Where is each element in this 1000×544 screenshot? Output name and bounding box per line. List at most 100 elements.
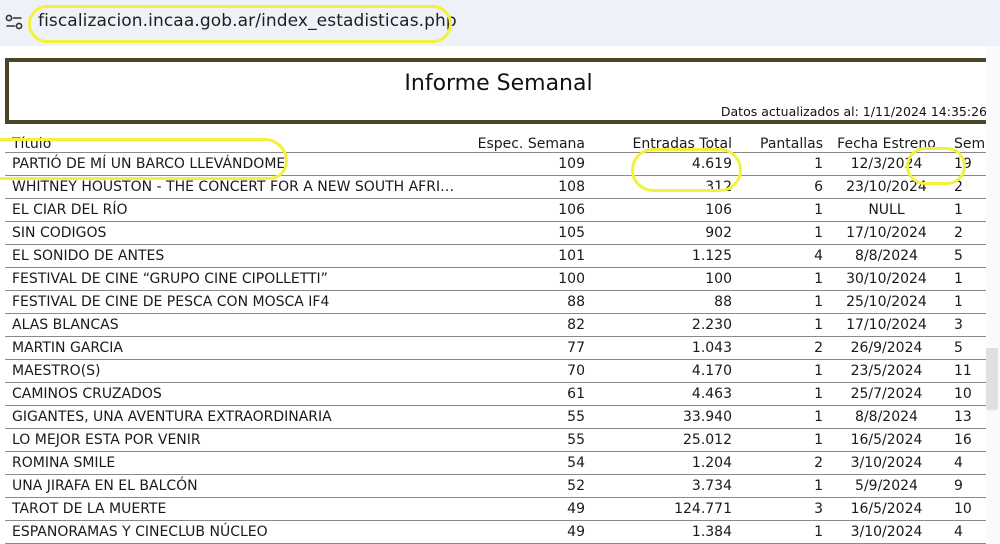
cell-fecha-estreno: 17/10/2024 [827,221,946,245]
cell-pantallas: 1 [736,382,827,406]
last-updated-text: Datos actualizados al: 1/11/2024 14:35:2… [720,104,987,119]
cell-entradas-total: 4.170 [589,359,736,383]
cell-entradas-total: 100 [589,267,736,291]
cell-pantallas: 1 [736,198,827,222]
cell-pantallas: 6 [736,175,827,199]
cell-spec-semana: 77 [459,336,589,360]
cell-pantallas: 1 [736,290,827,314]
cell-pantallas: 2 [736,336,827,360]
table-row: TAROT DE LA MUERTE 49 124.771 3 16/5/2024 10 [5,497,1000,521]
cell-spec-semana: 109 [459,152,589,176]
url-text[interactable]: fiscalizacion.incaa.gob.ar/index_estadis… [38,11,457,31]
cell-fecha-estreno: 3/10/2024 [827,520,946,544]
scrollbar-thumb[interactable] [986,348,998,410]
col-header-spec-semana: Espec. Semana [477,136,585,152]
cell-title: ALAS BLANCAS [5,313,459,337]
table-row: LO MEJOR ESTA POR VENIR 55 25.012 1 16/5/202… [5,428,1000,452]
cell-entradas-total: 124.771 [589,497,736,521]
cell-title: FESTIVAL DE CINE “GRUPO CINE CIPOLLETTI” [5,267,459,291]
cell-title: MAESTRO(S) [5,359,459,383]
table-row: MARTIN GARCIA 77 1.043 2 26/9/2024 5 [5,336,1000,360]
cell-fecha-estreno: 30/10/2024 [827,267,946,291]
cell-fecha-estreno: 8/8/2024 [827,244,946,268]
table-header-row: Título Espec. Semana Entradas Total Pant… [5,130,1000,153]
col-header-title: Título [12,136,52,152]
cell-spec-semana: 55 [459,428,589,452]
col-header-fecha-estreno: Fecha Estreno [837,136,936,152]
cell-spec-semana: 82 [459,313,589,337]
cell-pantallas: 1 [736,428,827,452]
cell-title: ESPANORAMAS Y CINECLUB NÚCLEO [5,520,459,544]
cell-entradas-total: 4.463 [589,382,736,406]
cell-title: EL SONIDO DE ANTES [5,244,459,268]
page-title: Informe Semanal [404,71,593,96]
tune-icon[interactable] [4,12,24,32]
cell-entradas-total: 1.125 [589,244,736,268]
cell-spec-semana: 101 [459,244,589,268]
table-row: GIGANTES, UNA AVENTURA EXTRAORDINARIA 55 3… [5,405,1000,429]
address-bar[interactable]: fiscalizacion.incaa.gob.ar/index_estadis… [0,0,1000,46]
url-highlight-annotation [28,5,452,43]
table-row: UNA JIRAFA EN EL BALCÓN 52 3.734 1 5/9/2024 9 [5,474,1000,498]
cell-title: TAROT DE LA MUERTE [5,497,459,521]
cell-title: UNA JIRAFA EN EL BALCÓN [5,474,459,498]
scrollbar-track[interactable] [986,46,1000,544]
table-row: FESTIVAL DE CINE “GRUPO CINE CIPOLLETTI”… [5,267,1000,291]
cell-pantallas: 1 [736,267,827,291]
col-header-entradas-total: Entradas Total [632,136,732,152]
cell-entradas-total: 1.384 [589,520,736,544]
cell-spec-semana: 88 [459,290,589,314]
col-header-pantallas: Pantallas [760,136,823,152]
report-header: Informe Semanal Datos actualizados al: 1… [5,58,992,124]
cell-pantallas: 4 [736,244,827,268]
cell-entradas-total: 25.012 [589,428,736,452]
cell-spec-semana: 54 [459,451,589,475]
cell-title: SIN CODIGOS [5,221,459,245]
cell-title: CAMINOS CRUZADOS [5,382,459,406]
cell-fecha-estreno: 12/3/2024 [827,152,946,176]
cell-fecha-estreno: 25/7/2024 [827,382,946,406]
cell-fecha-estreno: 16/5/2024 [827,497,946,521]
cell-fecha-estreno: 5/9/2024 [827,474,946,498]
cell-spec-semana: 49 [459,520,589,544]
cell-entradas-total: 1.043 [589,336,736,360]
cell-fecha-estreno: 23/5/2024 [827,359,946,383]
table-row: EL CIAR DEL RÍO 106 106 1 NULL 1 [5,198,1000,222]
cell-entradas-total: 106 [589,198,736,222]
cell-pantallas: 3 [736,497,827,521]
cell-entradas-total: 902 [589,221,736,245]
cell-pantallas: 1 [736,405,827,429]
cell-spec-semana: 70 [459,359,589,383]
table-row: ROMINA SMILE 54 1.204 2 3/10/2024 4 [5,451,1000,475]
cell-title: GIGANTES, UNA AVENTURA EXTRAORDINARIA [5,405,459,429]
table-row: FESTIVAL DE CINE DE PESCA CON MOSCA IF4 8… [5,290,1000,314]
cell-title: ROMINA SMILE [5,451,459,475]
cell-entradas-total: 3.734 [589,474,736,498]
cell-entradas-total: 312 [589,175,736,199]
cell-fecha-estreno: 26/9/2024 [827,336,946,360]
table-row: ESPANORAMAS Y CINECLUB NÚCLEO 49 1.384 1 3/1… [5,520,1000,544]
cell-pantallas: 1 [736,359,827,383]
cell-pantallas: 1 [736,221,827,245]
cell-spec-semana: 100 [459,267,589,291]
cell-title: PARTIÓ DE MÍ UN BARCO LLEVÁNDOME [5,152,459,176]
cell-spec-semana: 61 [459,382,589,406]
cell-entradas-total: 88 [589,290,736,314]
cell-spec-semana: 105 [459,221,589,245]
cell-fecha-estreno: 8/8/2024 [827,405,946,429]
cell-spec-semana: 49 [459,497,589,521]
stats-table: Título Espec. Semana Entradas Total Pant… [5,130,1000,544]
cell-entradas-total: 4.619 [589,152,736,176]
cell-pantallas: 1 [736,313,827,337]
table-body: PARTIÓ DE MÍ UN BARCO LLEVÁNDOME 109 4.619… [5,152,1000,544]
cell-pantallas: 1 [736,474,827,498]
cell-pantallas: 1 [736,152,827,176]
cell-entradas-total: 1.204 [589,451,736,475]
cell-fecha-estreno: 17/10/2024 [827,313,946,337]
cell-title: WHITNEY HOUSTON - THE CONCERT FOR A NEW … [5,175,459,199]
cell-spec-semana: 106 [459,198,589,222]
cell-pantallas: 2 [736,451,827,475]
cell-pantallas: 1 [736,520,827,544]
cell-fecha-estreno: 25/10/2024 [827,290,946,314]
cell-title: LO MEJOR ESTA POR VENIR [5,428,459,452]
